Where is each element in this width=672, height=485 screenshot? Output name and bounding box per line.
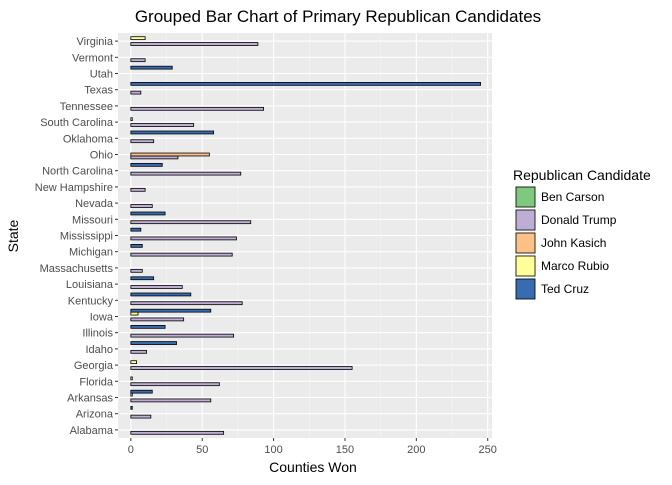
y-tick-label: Florida: [79, 376, 114, 388]
legend-swatch-donald-trump: [515, 209, 536, 231]
bar-donald-trump-georgia: [130, 366, 353, 370]
legend-swatch-ted-cruz: [515, 278, 536, 300]
bar-ted-cruz-north-carolina: [130, 163, 163, 167]
y-tick-label: Ohio: [90, 150, 113, 162]
bar-donald-trump-tennessee: [130, 106, 265, 111]
bar-marco-rubio-virginia: [130, 36, 146, 41]
bar-donald-trump-louisiana: [130, 285, 183, 289]
y-tick-label: Oklahoma: [63, 133, 114, 145]
y-tick-label: Utah: [90, 69, 113, 81]
bar-donald-trump-alabama: [130, 430, 225, 435]
y-tick-label: Nevada: [75, 198, 114, 210]
legend-swatch-marco-rubio: [515, 255, 536, 277]
y-tick-label: Illinois: [82, 328, 113, 340]
y-tick-label: Iowa: [90, 312, 114, 324]
bar-ted-cruz-arizona: [130, 406, 133, 410]
bar-donald-trump-texas: [130, 90, 142, 95]
bar-ted-cruz-texas: [130, 82, 481, 86]
y-tick-label: Kentucky: [68, 295, 114, 307]
bar-ted-cruz-utah: [130, 65, 173, 70]
y-tick-label: Michigan: [69, 247, 113, 259]
bar-ted-cruz-illinois: [130, 325, 166, 329]
x-tick-label: 100: [264, 444, 282, 456]
x-tick-label: 250: [479, 444, 497, 456]
bar-ted-cruz-arkansas: [130, 389, 153, 394]
bar-donald-trump-massachusetts: [130, 268, 143, 273]
plot-area: Alabama Arizona Arkansas Florida Georgia Idah…: [35, 33, 497, 456]
legend: Republican Candidate Ben Carson Donald Tr…: [513, 167, 651, 300]
y-tick-label: Idaho: [85, 344, 113, 356]
y-tick-label: Texas: [84, 85, 113, 97]
bar-donald-trump-south-carolina: [130, 123, 195, 127]
y-tick-label: Georgia: [74, 360, 114, 372]
bar-donald-trump-arkansas: [130, 398, 212, 403]
y-tick-label: Mississippi: [60, 231, 113, 243]
bar-john-kasich-ohio: [130, 152, 210, 157]
bar-donald-trump-michigan: [130, 252, 233, 257]
bar-ted-cruz-michigan: [130, 244, 143, 248]
y-tick-label: Missouri: [72, 214, 113, 226]
bar-donald-trump-nevada: [130, 204, 153, 208]
x-tick-label: 0: [128, 444, 134, 456]
bar-marco-rubio-georgia: [130, 360, 137, 365]
y-tick-label: Louisiana: [66, 279, 114, 291]
legend-label-donald-trump: Donald Trump: [541, 213, 617, 227]
y-tick-label: Massachusetts: [40, 263, 114, 275]
bar-donald-trump-virginia: [130, 42, 259, 46]
bar-donald-trump-iowa: [130, 317, 185, 322]
y-tick-label: Vermont: [72, 52, 113, 64]
chart-title: Grouped Bar Chart of Primary Republican …: [135, 7, 541, 26]
legend-label-marco-rubio: Marco Rubio: [541, 259, 609, 273]
bar-donald-trump-north-carolina: [130, 171, 242, 176]
y-tick-label: Alabama: [70, 425, 114, 437]
bar-donald-trump-vermont: [130, 58, 146, 63]
y-axis-label: State: [5, 219, 21, 252]
bar-donald-trump-kentucky: [130, 301, 243, 306]
bar-donald-trump-illinois: [130, 333, 235, 338]
x-tick-label: 150: [336, 444, 354, 456]
y-tick-label: South Carolina: [40, 117, 114, 129]
legend-swatch-ben-carson: [515, 186, 536, 208]
bar-ted-cruz-iowa: [130, 308, 212, 313]
y-tick-label: Arkansas: [67, 393, 113, 405]
legend-label-ted-cruz: Ted Cruz: [541, 282, 589, 296]
y-tick-label: North Carolina: [42, 166, 114, 178]
x-tick-label: 200: [407, 444, 425, 456]
bar-marco-rubio-iowa: [130, 311, 139, 316]
bar-ted-cruz-mississippi: [130, 227, 142, 232]
x-tick-label: 50: [196, 444, 208, 456]
bar-donald-trump-idaho: [130, 349, 147, 354]
legend-label-ben-carson: Ben Carson: [541, 190, 604, 204]
y-tick-label: Arizona: [76, 409, 114, 421]
bar-ted-cruz-louisiana: [130, 276, 155, 281]
bar-donald-trump-florida: [130, 382, 220, 387]
legend-title: Republican Candidate: [513, 167, 651, 183]
bar-ted-cruz-missouri: [130, 211, 166, 216]
bar-donald-trump-new-hampshire: [130, 187, 146, 192]
bar-donald-trump-arizona: [130, 414, 152, 419]
bar-donald-trump-mississippi: [130, 236, 237, 241]
bar-donald-trump-oklahoma: [130, 139, 155, 144]
x-axis-label: Counties Won: [269, 459, 357, 475]
y-tick-label: Virginia: [77, 36, 114, 48]
legend-swatch-john-kasich: [515, 232, 536, 254]
legend-label-john-kasich: John Kasich: [541, 236, 606, 250]
bar-marco-rubio-arkansas: [130, 392, 133, 397]
bar-ted-cruz-idaho: [130, 341, 177, 345]
bar-ted-cruz-oklahoma: [130, 130, 215, 135]
bar-marco-rubio-florida: [130, 376, 133, 381]
y-tick-label: Tennessee: [60, 101, 113, 113]
bar-donald-trump-ohio: [130, 155, 179, 160]
bar-donald-trump-missouri: [130, 220, 252, 225]
bar-ted-cruz-kentucky: [130, 292, 192, 297]
bar-marco-rubio-south-carolina: [130, 117, 133, 122]
y-tick-label: New Hampshire: [35, 182, 113, 194]
